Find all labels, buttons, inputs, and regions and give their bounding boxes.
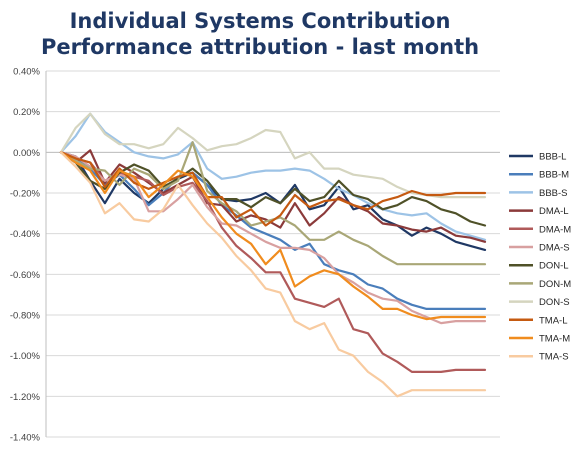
y-tick-label: -1.20%	[10, 392, 41, 403]
series-line-don-s	[59, 112, 487, 199]
y-tick-label: 0.40%	[13, 67, 40, 78]
legend-label: TMA-L	[539, 315, 568, 326]
legend-label: DMA-S	[539, 243, 570, 254]
y-tick-label: 0.20%	[13, 107, 40, 118]
legend-label: BBB-M	[539, 170, 569, 181]
y-tick-label: -1.40%	[10, 433, 41, 444]
y-tick-label: -0.80%	[10, 311, 41, 322]
series-line-tma-s	[59, 151, 487, 398]
legend-label: TMA-S	[539, 352, 569, 363]
series-line-bbb-m	[59, 151, 487, 310]
series-line-dma-l	[59, 149, 487, 243]
y-tick-label: -0.40%	[10, 229, 41, 240]
legend-label: BBB-S	[539, 188, 568, 199]
y-tick-label: 0.00%	[13, 148, 40, 159]
legend-label: DON-M	[539, 279, 571, 290]
legend-label: DMA-L	[539, 206, 569, 217]
y-tick-label: -0.60%	[10, 270, 41, 281]
series-line-don-l	[59, 151, 487, 227]
y-tick-label: -0.20%	[10, 189, 41, 200]
legend-label: TMA-M	[539, 334, 570, 345]
legend-label: DON-S	[539, 297, 570, 308]
legend-label: DON-L	[539, 261, 569, 272]
chart-title: Individual Systems Contribution	[69, 9, 451, 33]
chart-subtitle: Performance attribution - last month	[40, 35, 480, 59]
legend-label: BBB-L	[539, 152, 566, 163]
y-tick-label: -1.00%	[10, 351, 41, 362]
legend-label: DMA-M	[539, 224, 571, 235]
series-line-tma-m	[59, 151, 487, 321]
series-line-bbb-s	[59, 112, 487, 241]
series-line-dma-s	[59, 151, 487, 325]
series-line-bbb-l	[59, 151, 487, 251]
series-line-tma-l	[59, 151, 487, 227]
